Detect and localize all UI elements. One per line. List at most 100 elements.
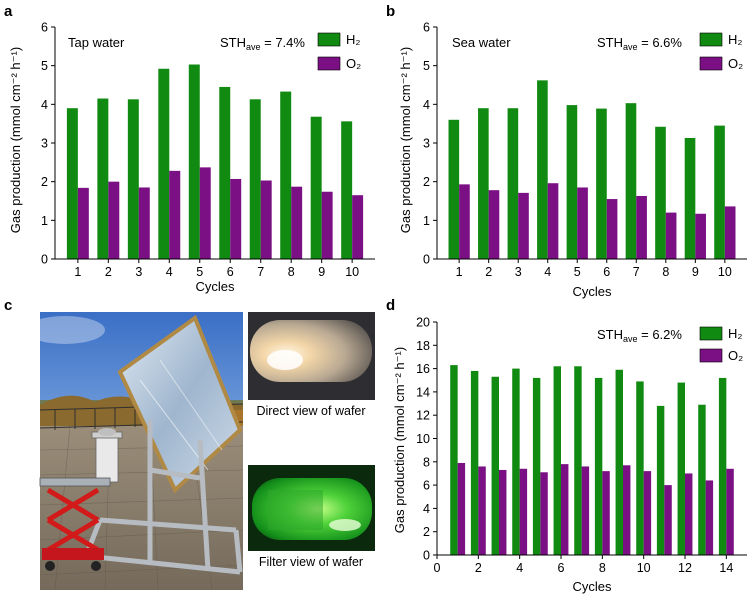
sth-value: = 6.2% <box>638 327 683 342</box>
y-tick-label: 1 <box>41 214 48 228</box>
x-tick-label: 2 <box>485 265 492 279</box>
x-tick-label: 4 <box>516 561 523 575</box>
panel-label-d: d <box>386 297 395 314</box>
sth-annotation: STHave = 7.4% <box>220 35 305 52</box>
bar-o2-cycle-3 <box>499 469 507 555</box>
y-tick-label: 3 <box>41 137 48 151</box>
y-axis-label: Gas production (mmol cm⁻² h⁻¹) <box>8 47 23 233</box>
bar-o2-cycle-7 <box>636 195 647 259</box>
x-tick-label: 12 <box>678 561 692 575</box>
bar-o2-cycle-5 <box>540 472 548 555</box>
y-axis-label: Gas production (mmol cm⁻² h⁻¹) <box>392 347 407 533</box>
legend-label-h2: H₂ <box>728 326 742 341</box>
bar-o2-cycle-2 <box>488 190 500 259</box>
y-tick-label: 20 <box>416 316 430 330</box>
bar-h2-cycle-1 <box>66 108 78 259</box>
bar-o2-cycle-8 <box>291 186 303 259</box>
fresnel-mirror <box>117 314 243 494</box>
filter-view-image <box>248 465 375 551</box>
bar-h2-cycle-1 <box>450 365 458 555</box>
bar-h2-cycle-6 <box>596 108 607 259</box>
bar-h2-cycle-2 <box>97 98 109 260</box>
y-tick-label: 4 <box>423 502 430 516</box>
x-tick-label: 8 <box>662 265 669 279</box>
x-tick-label: 6 <box>558 561 565 575</box>
bar-h2-cycle-4 <box>537 80 548 259</box>
legend-swatch-h2 <box>317 32 341 47</box>
x-tick-label: 0 <box>434 561 441 575</box>
bar-o2-cycle-2 <box>478 466 486 555</box>
legend-swatch-o2 <box>699 348 723 363</box>
legend-swatch-o2 <box>317 56 341 71</box>
bar-h2-cycle-9 <box>310 116 322 259</box>
x-axis-label: Cycles <box>195 279 235 294</box>
y-tick-label: 16 <box>416 362 430 376</box>
bar-h2-cycle-3 <box>127 99 139 259</box>
y-tick-label: 5 <box>41 59 48 73</box>
bar-h2-cycle-7 <box>249 99 261 259</box>
sth-label: STH <box>220 35 246 50</box>
bar-o2-cycle-6 <box>230 178 242 259</box>
aluminium-frame <box>83 420 243 575</box>
bar-o2-cycle-9 <box>623 465 631 555</box>
sth-label: STH <box>597 327 623 342</box>
bar-o2-cycle-5 <box>577 187 588 259</box>
bar-o2-cycle-3 <box>518 192 529 259</box>
y-tick-label: 10 <box>416 432 430 446</box>
bar-h2-cycle-7 <box>625 103 637 259</box>
caption-direct-view: Direct view of wafer <box>256 404 365 418</box>
caption-filter-view: Filter view of wafer <box>259 555 363 569</box>
bar-h2-cycle-13 <box>698 404 706 555</box>
bar-h2-cycle-5 <box>566 105 578 260</box>
x-tick-label: 5 <box>196 265 203 279</box>
bar-o2-cycle-6 <box>606 199 618 259</box>
x-tick-label: 5 <box>574 265 581 279</box>
bar-h2-cycle-2 <box>478 108 489 259</box>
panel-label-a: a <box>4 3 13 20</box>
y-tick-label: 2 <box>41 175 48 189</box>
y-tick-label: 0 <box>41 253 48 267</box>
bar-h2-cycle-10 <box>714 125 725 259</box>
legend-swatch-o2 <box>699 56 723 71</box>
sth-value: = 6.6% <box>638 35 683 50</box>
panel-label-b: b <box>386 3 395 20</box>
bar-o2-cycle-9 <box>695 213 706 259</box>
sth-annotation: STHave = 6.6% <box>597 35 682 52</box>
x-axis-label: Cycles <box>572 284 612 299</box>
bar-o2-cycle-14 <box>726 468 734 555</box>
bar-o2-cycle-7 <box>581 466 590 555</box>
bar-o2-cycle-2 <box>108 181 120 259</box>
y-tick-label: 5 <box>423 59 430 73</box>
chart-b-sea-water: 0 1 2 3 4 5 6 1 2 3 4 5 6 7 8 9 10 Cycles Gas production (… <box>398 21 747 299</box>
bar-h2-cycle-9 <box>684 137 696 259</box>
x-tick-label: 2 <box>475 561 482 575</box>
y-tick-label: 14 <box>416 385 430 399</box>
bar-h2-cycle-6 <box>219 86 231 259</box>
bar-h2-cycle-5 <box>188 64 200 259</box>
y-tick-label: 6 <box>423 479 430 493</box>
bar-h2-cycle-8 <box>280 91 292 259</box>
pyranometer <box>91 428 123 483</box>
chart-title: Sea water <box>452 35 511 50</box>
sth-subscript: ave <box>246 42 261 52</box>
y-tick-label: 3 <box>423 137 430 151</box>
legend-label-h2: H₂ <box>728 32 742 47</box>
y-tick-label: 6 <box>41 21 48 35</box>
bar-o2-cycle-1 <box>457 462 466 555</box>
bar-h2-cycle-10 <box>636 381 644 555</box>
bar-o2-cycle-12 <box>685 473 693 555</box>
bar-h2-cycle-1 <box>448 119 460 259</box>
y-tick-label: 8 <box>423 455 430 469</box>
y-tick-label: 6 <box>423 21 430 35</box>
x-tick-label: 14 <box>719 561 733 575</box>
bar-o2-cycle-4 <box>169 170 181 259</box>
bar-h2-cycle-8 <box>655 126 666 259</box>
x-tick-label: 4 <box>544 265 551 279</box>
y-tick-label: 2 <box>423 525 430 539</box>
sth-subscript: ave <box>623 42 638 52</box>
sth-subscript: ave <box>623 334 638 344</box>
bar-h2-cycle-7 <box>574 366 582 555</box>
y-tick-label: 4 <box>41 98 48 112</box>
x-tick-label: 10 <box>637 561 651 575</box>
